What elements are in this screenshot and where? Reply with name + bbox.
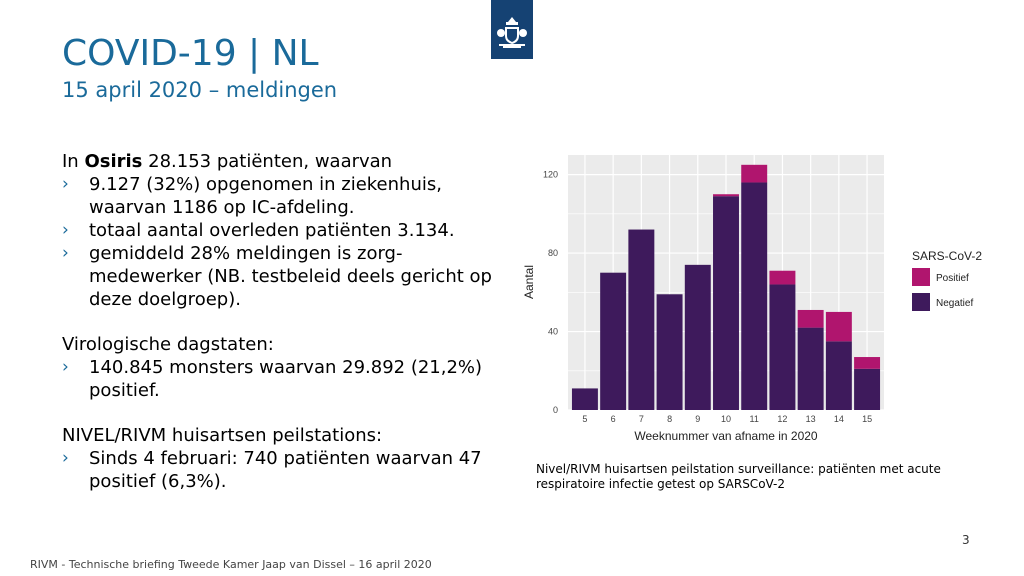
legend-label-negatief: Negatief bbox=[936, 298, 973, 309]
x-axis-label: Weeknummer van afname in 2020 bbox=[634, 429, 818, 443]
bullet-arrow-icon: › bbox=[62, 220, 69, 240]
slide-body: In Osiris 28.153 patiënten, waarvan › 9.1… bbox=[62, 150, 502, 493]
bar-negatief bbox=[600, 272, 627, 410]
osiris-intro: In Osiris 28.153 patiënten, waarvan bbox=[62, 150, 502, 173]
y-tick-label: 0 bbox=[553, 405, 558, 415]
bar-negatief bbox=[741, 182, 768, 410]
x-tick-label: 15 bbox=[862, 414, 872, 424]
intro-prefix: In bbox=[62, 151, 85, 172]
bullet-arrow-icon: › bbox=[62, 357, 69, 377]
bullet-text: totaal aantal overleden patiënten 3.134. bbox=[89, 220, 455, 241]
nivel-bullet: › Sinds 4 februari: 740 patiënten waarvan… bbox=[62, 447, 502, 493]
bullet-text: Sinds 4 februari: 740 patiënten waarvan … bbox=[89, 448, 482, 492]
legend-swatch-positief bbox=[912, 268, 930, 286]
slide-subtitle: 15 april 2020 – meldingen bbox=[62, 78, 338, 102]
bar-positief bbox=[713, 194, 739, 197]
y-tick-label: 80 bbox=[548, 248, 558, 258]
osiris-bullet: › totaal aantal overleden patiënten 3.134… bbox=[62, 219, 502, 242]
x-tick-label: 12 bbox=[777, 414, 787, 424]
bar-negatief bbox=[656, 294, 683, 410]
x-tick-label: 9 bbox=[695, 414, 700, 424]
x-tick-label: 13 bbox=[806, 414, 816, 424]
intro-bold: Osiris bbox=[84, 151, 143, 172]
x-tick-label: 6 bbox=[611, 414, 616, 424]
x-tick-label: 10 bbox=[721, 414, 731, 424]
bar-negatief bbox=[825, 341, 852, 410]
x-tick-label: 7 bbox=[639, 414, 644, 424]
chart-caption: Nivel/RIVM huisartsen peilstation survei… bbox=[536, 462, 941, 491]
viro-bullet: › 140.845 monsters waarvan 29.892 (21,2%)… bbox=[62, 356, 502, 402]
slide-title: COVID-19 | NL bbox=[62, 33, 319, 74]
bar-negatief bbox=[713, 196, 739, 410]
x-tick-label: 11 bbox=[750, 414, 759, 424]
weekly-test-bar-chart: 0 40 80 120 5 6 7 8 9 10 11 12 13 14 15 Aantal Weeknu… bbox=[522, 155, 982, 443]
slide-footer: RIVM - Technische briefing Tweede Kamer … bbox=[30, 558, 432, 571]
legend-label-positief: Positief bbox=[936, 273, 969, 284]
bar-negatief bbox=[797, 327, 824, 410]
bar-positief bbox=[741, 164, 768, 183]
coat-of-arms-icon bbox=[497, 17, 527, 48]
osiris-bullet: › gemiddeld 28% meldingen is zorg-medewer… bbox=[62, 242, 502, 311]
intro-rest: 28.153 patiënten, waarvan bbox=[142, 151, 393, 172]
bullet-text: gemiddeld 28% meldingen is zorg-medewerk… bbox=[89, 243, 492, 310]
bar-negatief bbox=[628, 229, 655, 410]
bar-positief bbox=[854, 357, 881, 369]
x-tick-label: 14 bbox=[834, 414, 844, 424]
bar-negatief bbox=[684, 264, 711, 410]
nivel-heading: NIVEL/RIVM huisartsen peilstations: bbox=[62, 425, 383, 446]
bullet-arrow-icon: › bbox=[62, 174, 69, 194]
legend-title: SARS-CoV-2 bbox=[912, 249, 982, 263]
x-tick-label: 8 bbox=[667, 414, 672, 424]
bullet-arrow-icon: › bbox=[62, 448, 69, 468]
osiris-bullet: › 9.127 (32%) opgenomen in ziekenhuis, wa… bbox=[62, 173, 502, 219]
bar-negatief bbox=[769, 284, 796, 410]
y-tick-label: 40 bbox=[548, 327, 558, 337]
chart-legend: SARS-CoV-2 Positief Negatief bbox=[912, 249, 982, 311]
page-number: 3 bbox=[962, 533, 970, 547]
bullet-arrow-icon: › bbox=[62, 243, 69, 263]
y-axis-label: Aantal bbox=[522, 265, 536, 299]
y-tick-label: 120 bbox=[543, 170, 558, 180]
bar-positief bbox=[825, 311, 852, 342]
coat-of-arms-logo bbox=[491, 0, 533, 59]
bar-positief bbox=[797, 309, 824, 328]
bullet-text: 140.845 monsters waarvan 29.892 (21,2%) … bbox=[89, 357, 483, 401]
legend-swatch-negatief bbox=[912, 293, 930, 311]
x-tick-label: 5 bbox=[582, 414, 587, 424]
bar-negatief bbox=[854, 368, 881, 410]
bar-positief bbox=[769, 270, 796, 285]
bullet-text: 9.127 (32%) opgenomen in ziekenhuis, waa… bbox=[89, 174, 442, 218]
viro-heading: Virologische dagstaten: bbox=[62, 334, 274, 355]
bar-negatief bbox=[571, 388, 598, 410]
